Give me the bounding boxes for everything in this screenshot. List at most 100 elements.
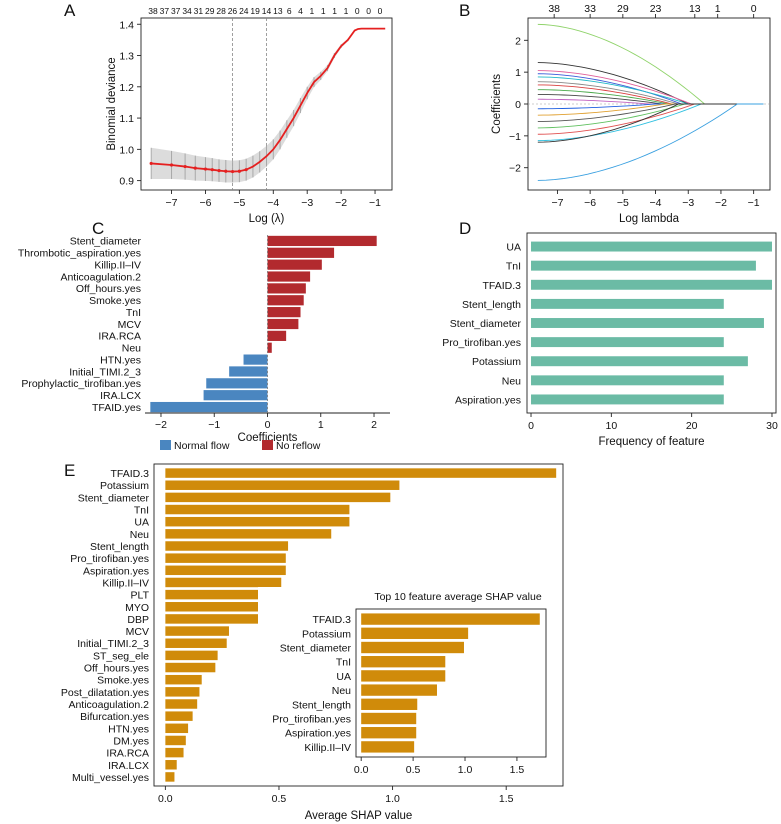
inset-x-tick-label: 1.0 (458, 764, 473, 776)
x-tick-label: −1 (748, 197, 760, 209)
coefficient-path-line (537, 23, 764, 105)
shap-bar (165, 772, 175, 782)
frequency-bar (531, 318, 764, 328)
top-axis-label: 0 (751, 3, 757, 15)
panel-letter-c: C (92, 219, 104, 238)
x-tick-label: −2 (715, 197, 727, 209)
x-axis-label: Log lambda (619, 213, 680, 225)
top-axis-label: 38 (548, 3, 560, 15)
panel-a-cv-deviance-chart: 38 37 37 34 31 29 28 26 24 19 14 13 6 4 1 1 1 1 0 0 0−7 −6 −5−… (106, 6, 393, 225)
category-label: Neu (122, 343, 141, 355)
panel-e-inset-top10-shap-chart: Top 10 feature average SHAP value TFAID.3… (258, 587, 552, 777)
x-tick-label: 0 (265, 419, 271, 431)
category-label: UA (506, 242, 521, 254)
x-tick-label: −1 (208, 419, 220, 431)
frequency-bar (531, 279, 772, 290)
category-label: DBP (127, 614, 149, 626)
coefficient-path-line (537, 89, 764, 105)
category-label: IRA.RCA (106, 748, 149, 760)
inset-x-tick-label: 0.5 (406, 764, 421, 776)
category-label: IRA.RCA (98, 331, 141, 343)
top-axis-label: 4 (298, 6, 303, 16)
coefficient-path-line (537, 103, 764, 142)
shap-bar (165, 468, 557, 478)
shap-bar (165, 480, 400, 490)
category-label: Stent_diameter (78, 492, 150, 504)
category-label: TFAID.yes (92, 402, 141, 414)
shap-bar (165, 553, 286, 563)
top-axis-label: 13 (273, 6, 283, 16)
top-axis-label: 31 (194, 6, 204, 16)
inset-shap-bar (361, 698, 418, 710)
inset-shap-bar (361, 641, 464, 654)
frequency-bar (531, 241, 772, 252)
x-tick-label: 1.0 (385, 793, 400, 805)
x-axis-label: Average SHAP value (305, 810, 413, 822)
category-label: Prophylactic_tirofiban.yes (21, 378, 141, 390)
deviance-point (169, 163, 174, 167)
category-label: Neu (502, 375, 521, 387)
shap-bar (165, 723, 189, 734)
y-tick-label: 1.1 (119, 113, 134, 125)
x-tick-label: −1 (369, 197, 381, 209)
coefficient-bar (150, 401, 268, 413)
category-label: Killip.II–IV (94, 259, 141, 271)
frequency-bar (531, 337, 724, 348)
shap-bar (165, 626, 229, 636)
category-label: Smoke.yes (89, 295, 141, 307)
coefficient-path-line (537, 103, 764, 143)
inset-category-label: TnI (336, 657, 351, 669)
x-tick-label: 10 (605, 420, 617, 432)
coefficient-path-line (537, 103, 764, 116)
shap-bar (165, 492, 391, 503)
coefficient-path-line (537, 103, 764, 110)
category-label: Post_dilatation.yes (61, 687, 149, 699)
deviance-point (237, 169, 241, 173)
frequency-bar (531, 260, 756, 271)
x-tick-label: −6 (199, 197, 211, 209)
inset-category-label: Aspiration.yes (285, 728, 351, 740)
shap-bar (165, 589, 273, 600)
category-label: HTN.yes (100, 354, 141, 366)
category-label: Initial_TIMI.2_3 (69, 366, 141, 378)
x-tick-label: 30 (766, 420, 778, 432)
shap-bar (165, 735, 186, 746)
legend-swatch-no-reflow (262, 440, 273, 450)
category-label: Pro_tirofiban.yes (70, 553, 149, 565)
x-axis-label: Coefficients (238, 432, 298, 444)
deviance-point (193, 166, 197, 170)
x-tick-label: 0.5 (272, 793, 287, 805)
coefficient-bar (267, 247, 335, 258)
top-axis-label: 37 (171, 6, 181, 16)
top-axis-label: 26 (228, 6, 238, 16)
inset-shap-bar (361, 670, 446, 682)
category-label: MCV (118, 319, 141, 331)
inset-shap-bar (361, 712, 417, 725)
coefficient-bar (267, 318, 299, 330)
shap-bar (165, 687, 200, 697)
y-tick-label: 1.3 (119, 51, 134, 63)
shap-bar (165, 674, 202, 685)
panel-c-coefficient-bar-chart: Stent_diameterThrombotic_aspiration.yesK… (18, 235, 390, 452)
category-label: Killip.II–IV (102, 577, 149, 589)
deviance-point (203, 167, 208, 171)
top-axis-label: 19 (250, 6, 260, 16)
x-tick-label: −7 (551, 197, 563, 209)
coefficient-path-line (537, 76, 764, 105)
inset-title: Top 10 feature average SHAP value (374, 591, 541, 603)
coefficient-bar (267, 330, 287, 341)
top-axis-label: 37 (160, 6, 170, 16)
shap-bar (165, 577, 282, 588)
deviance-point (244, 168, 248, 172)
coefficient-bar (229, 366, 268, 377)
coefficient-path-line (537, 62, 764, 105)
inset-category-label: TFAID.3 (312, 614, 351, 626)
category-label: MCV (126, 626, 149, 638)
x-axis-label: Log (λ) (249, 213, 285, 225)
category-label: Thrombotic_aspiration.yes (18, 248, 141, 260)
top-axis-label: 23 (650, 3, 662, 15)
coefficient-path-line (537, 103, 764, 135)
top-axis-label: 1 (344, 6, 349, 16)
top-axis-label: 1 (332, 6, 337, 16)
